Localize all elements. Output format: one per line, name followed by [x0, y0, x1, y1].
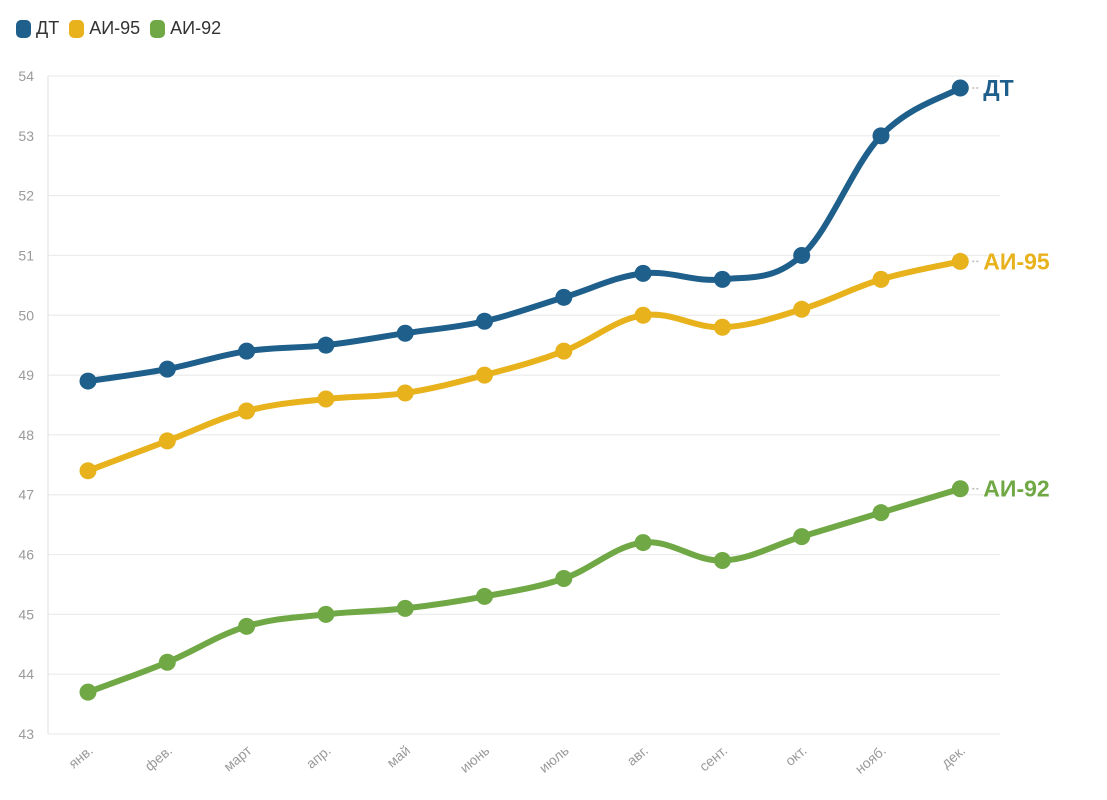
- data-point: [555, 569, 573, 587]
- legend-item-аи-92[interactable]: АИ-92: [150, 18, 221, 39]
- end-label-аи-92: АИ-92: [983, 476, 1049, 502]
- x-tick-label: авг.: [623, 742, 651, 769]
- x-tick-label: май: [384, 742, 414, 770]
- y-tick-label: 44: [18, 666, 34, 682]
- series-line-аи-95: [85, 258, 964, 474]
- legend-item-дт[interactable]: ДТ: [16, 18, 59, 39]
- data-point: [793, 246, 811, 264]
- axis-layer: 43 44 45 46 47 48 49 50 51 52 53 54 янв. фев. март апр.…: [18, 68, 968, 777]
- label-layer: АИ-92 АИ-95 ДТ: [972, 75, 1050, 502]
- x-tick-label: апр.: [303, 742, 334, 772]
- data-point: [713, 552, 731, 570]
- x-tick-label: июль: [536, 742, 572, 776]
- y-tick-label: 43: [18, 726, 34, 742]
- series-аи-92: [79, 480, 969, 701]
- data-point: [634, 264, 652, 282]
- series-line-дт: [85, 84, 964, 385]
- x-tick-label: окт.: [782, 742, 810, 769]
- y-tick-label: 53: [18, 128, 34, 144]
- data-point: [317, 605, 335, 623]
- legend-label: ДТ: [36, 18, 60, 38]
- data-point: [476, 587, 493, 605]
- y-tick-label: 51: [18, 247, 34, 263]
- series-дт: [79, 79, 969, 390]
- data-point: [476, 312, 493, 330]
- series-layer: [79, 79, 969, 701]
- data-point: [555, 288, 573, 306]
- data-point: [79, 462, 97, 480]
- data-point: [555, 342, 573, 360]
- x-tick-label: фев.: [141, 742, 175, 774]
- data-point: [872, 270, 890, 288]
- data-point: [396, 599, 414, 617]
- x-tick-label: нояб.: [852, 742, 889, 777]
- legend-swatch: [69, 19, 85, 38]
- data-point: [951, 252, 969, 270]
- data-point: [396, 384, 414, 402]
- y-tick-label: 49: [18, 367, 34, 383]
- data-point: [872, 127, 890, 145]
- data-point: [317, 390, 335, 408]
- x-tick-label: дек.: [938, 742, 968, 771]
- grid-layer: [47, 75, 1000, 735]
- x-tick-label: янв.: [65, 742, 96, 771]
- data-point: [713, 270, 731, 288]
- data-point: [634, 534, 652, 552]
- y-tick-label: 45: [18, 606, 34, 622]
- y-tick-label: 52: [18, 188, 34, 204]
- y-tick-label: 50: [18, 307, 34, 323]
- series-аи-95: [79, 252, 969, 480]
- data-point: [317, 336, 335, 354]
- end-label-дт: ДТ: [983, 75, 1013, 101]
- data-point: [793, 300, 811, 318]
- y-tick-label: 54: [18, 68, 34, 84]
- data-point: [238, 402, 256, 420]
- x-tick-label: сент.: [696, 742, 730, 774]
- data-point: [238, 617, 256, 635]
- legend-label: АИ-92: [170, 18, 222, 38]
- y-tick-label: 46: [18, 547, 34, 563]
- data-point: [79, 683, 97, 701]
- data-point: [951, 79, 969, 97]
- series-line-аи-92: [85, 485, 964, 696]
- legend-item-аи-95[interactable]: АИ-95: [69, 18, 140, 39]
- data-point: [158, 432, 176, 450]
- data-point: [951, 480, 969, 498]
- data-point: [713, 318, 731, 336]
- legend-swatch: [16, 19, 31, 38]
- x-tick-label: июнь: [457, 742, 493, 776]
- legend-label: АИ-95: [89, 18, 141, 38]
- y-tick-label: 47: [18, 487, 34, 503]
- data-point: [79, 372, 97, 390]
- data-point: [793, 528, 811, 546]
- data-point: [158, 653, 176, 671]
- y-tick-label: 48: [18, 427, 34, 443]
- legend-swatch: [150, 19, 166, 38]
- data-point: [634, 306, 652, 324]
- data-point: [396, 324, 414, 342]
- end-label-аи-95: АИ-95: [983, 248, 1050, 274]
- chart-legend: ДТ АИ-95 АИ-92: [16, 18, 221, 39]
- data-point: [238, 342, 256, 360]
- data-point: [872, 504, 890, 522]
- x-tick-label: март: [220, 742, 255, 775]
- data-point: [158, 360, 176, 378]
- data-point: [476, 366, 493, 384]
